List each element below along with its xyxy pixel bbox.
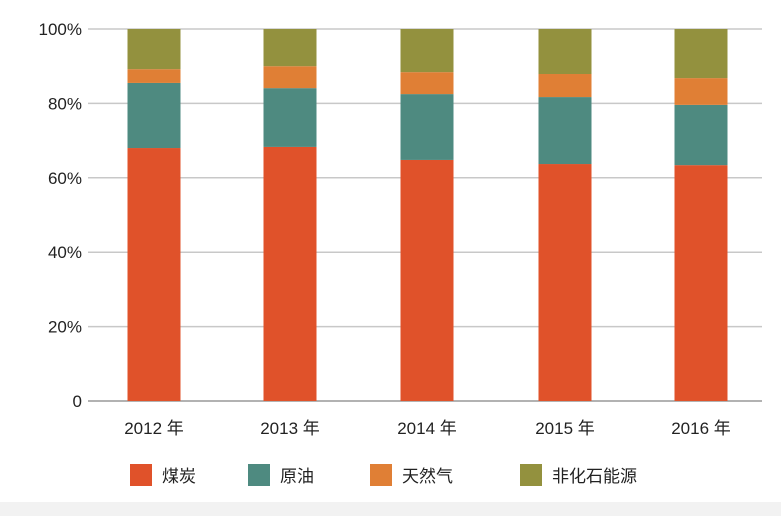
bar-segment (400, 159, 454, 401)
bar-segment (127, 148, 181, 401)
bar-segment (538, 74, 592, 98)
legend-swatch (370, 463, 392, 486)
bar-segment (674, 165, 728, 401)
legend-swatch (130, 463, 152, 486)
y-tick-label: 40% (48, 243, 82, 262)
bar-segment (538, 29, 592, 75)
y-tick-label: 60% (48, 169, 82, 188)
bar-segment (263, 29, 317, 67)
bar-segment (400, 94, 454, 160)
x-tick-label: 2016 年 (671, 419, 731, 438)
legend-label: 原油 (280, 467, 314, 486)
legend: 煤炭 原油 天然气 非化石能源 (0, 462, 781, 492)
bar-segment (127, 82, 181, 149)
bar-segment (538, 164, 592, 401)
y-tick-label: 80% (48, 94, 82, 113)
x-tick-label: 2014 年 (397, 419, 457, 438)
bar-segment (263, 146, 317, 401)
bar-segment (127, 29, 181, 70)
bar-segment (674, 78, 728, 105)
x-tick-label: 2012 年 (124, 419, 184, 438)
y-tick-label: 20% (48, 318, 82, 337)
bar-segment (400, 29, 454, 73)
legend-swatch (248, 463, 270, 486)
legend-item: 煤炭 (130, 462, 196, 487)
legend-item: 原油 (248, 462, 314, 487)
x-tick-label: 2015 年 (535, 419, 595, 438)
legend-label: 非化石能源 (552, 467, 637, 486)
legend-item: 天然气 (370, 462, 453, 487)
bar-segment (538, 97, 592, 165)
bottom-band (0, 502, 781, 516)
bar-segment (263, 88, 317, 147)
bar-segment (674, 29, 728, 79)
bar-segment (400, 72, 454, 95)
legend-label: 煤炭 (162, 467, 196, 486)
bar-segment (674, 104, 728, 166)
legend-swatch (520, 463, 542, 486)
bar-segment (127, 69, 181, 83)
y-tick-label: 100% (39, 20, 82, 39)
legend-label: 天然气 (402, 467, 453, 486)
bar-segment (263, 66, 317, 89)
x-tick-label: 2013 年 (260, 419, 320, 438)
y-tick-label: 0 (73, 392, 82, 411)
legend-item: 非化石能源 (520, 462, 637, 487)
